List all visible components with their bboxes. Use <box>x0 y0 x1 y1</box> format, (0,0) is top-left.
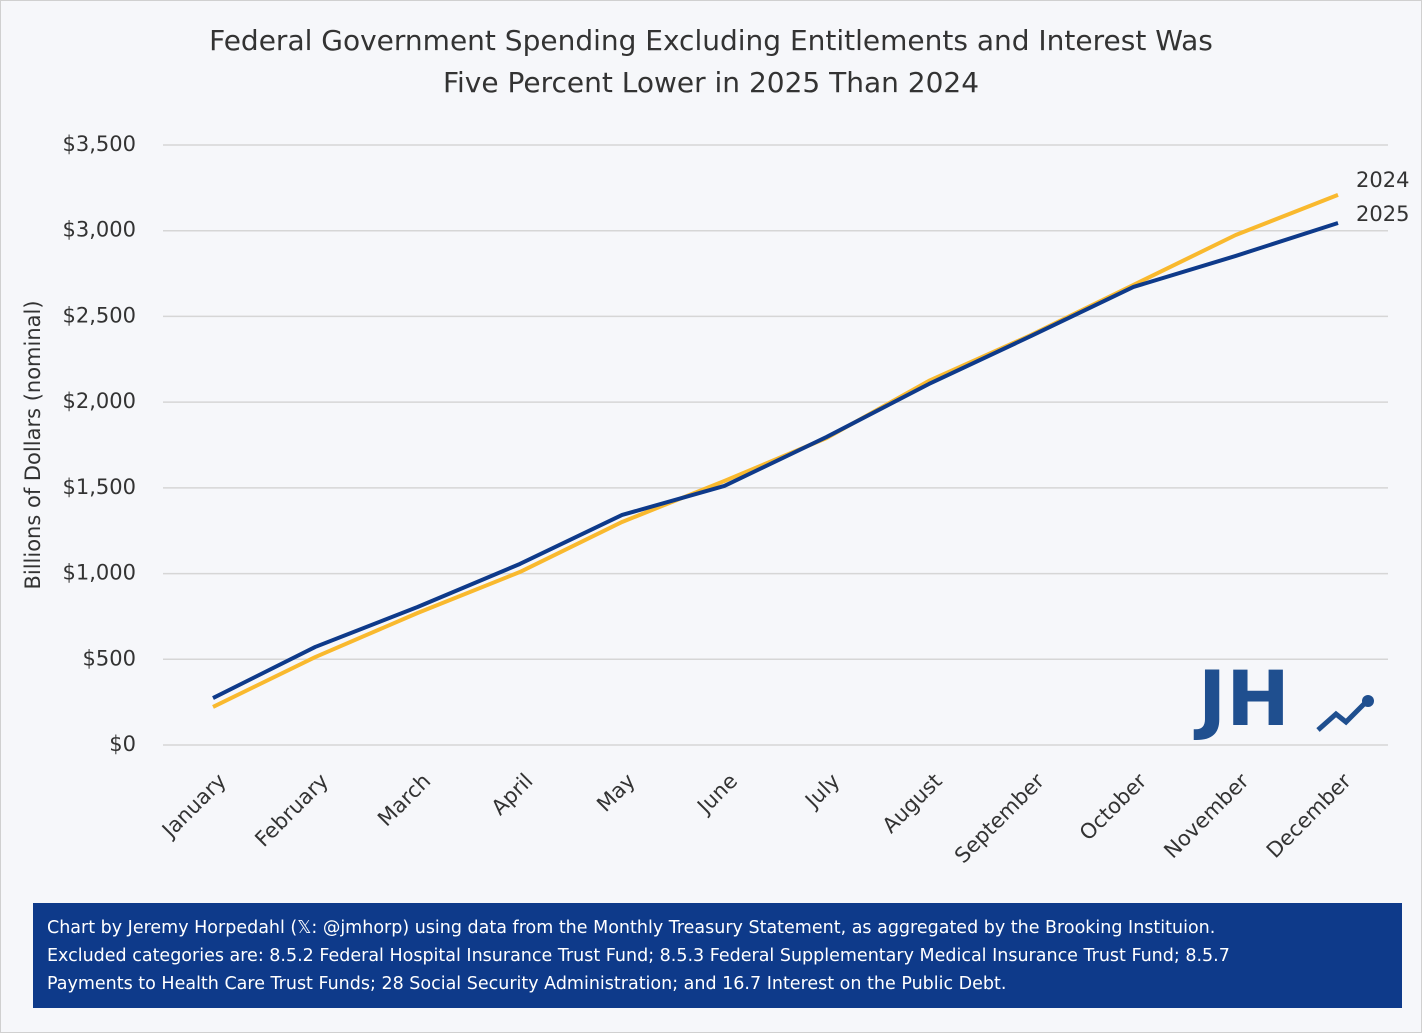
y-tick-label: $0 <box>109 732 136 756</box>
y-tick-label: $1,000 <box>63 561 136 585</box>
chart-title: Five Percent Lower in 2025 Than 2024 <box>443 66 979 99</box>
logo: JH <box>1193 654 1290 743</box>
logo-arrow <box>1316 700 1368 732</box>
series-label: 2024 <box>1356 168 1409 192</box>
note: Excluded categories are: 8.5.2 Federal H… <box>47 946 1230 966</box>
note: Chart by Jeremy Horpedahl (𝕏: @jmhorp) u… <box>47 918 1215 938</box>
note-box <box>33 903 1402 1008</box>
y-tick-label: $1,500 <box>63 475 136 499</box>
y-tick-label: $2,000 <box>63 389 136 413</box>
note: Payments to Health Care Trust Funds; 28 … <box>47 974 1006 994</box>
y-axis-label: Billions of Dollars (nominal) <box>21 300 45 589</box>
series-label: 2025 <box>1356 202 1409 226</box>
y-tick-label: $2,500 <box>63 303 136 327</box>
y-tick-label: $3,000 <box>63 218 136 242</box>
logo-dot <box>1362 695 1374 707</box>
y-tick-label: $500 <box>83 646 136 670</box>
y-tick-label: $3,500 <box>63 132 136 156</box>
chart-title: Federal Government Spending Excluding En… <box>209 24 1213 57</box>
series-line <box>212 221 1339 700</box>
